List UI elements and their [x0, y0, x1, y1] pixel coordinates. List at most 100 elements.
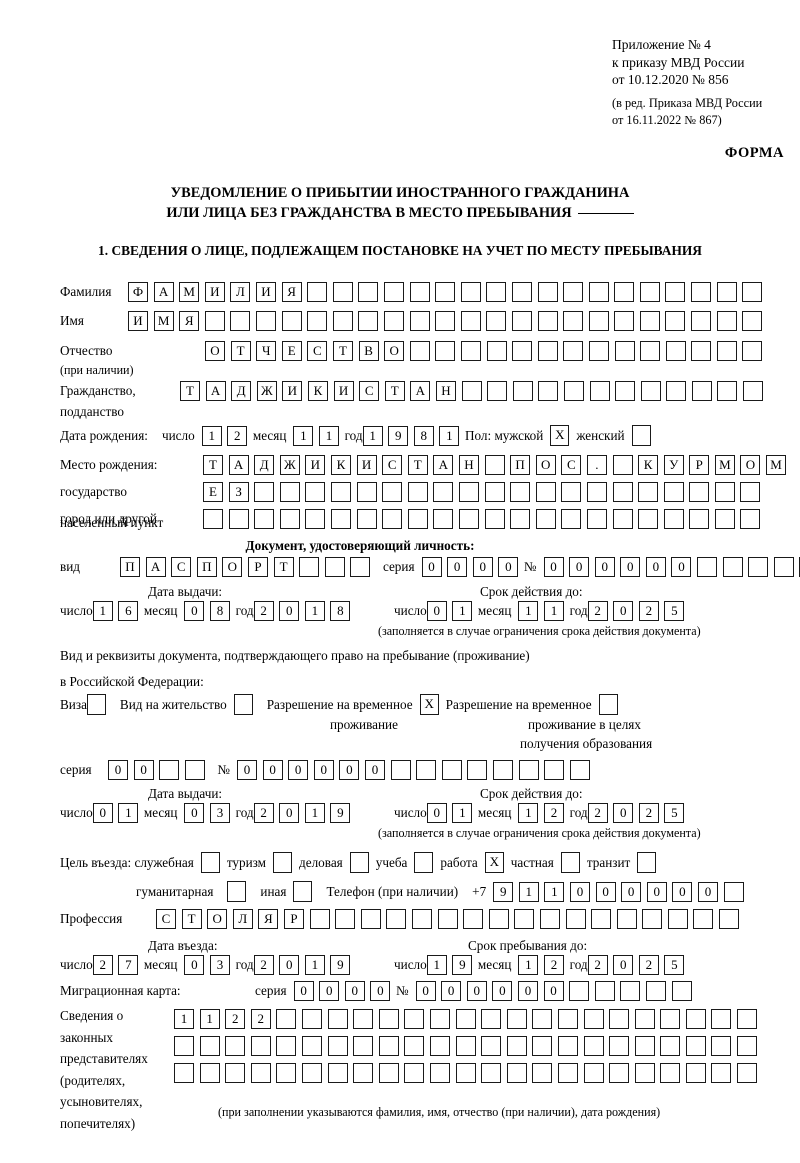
- char-cell[interactable]: [174, 1063, 194, 1083]
- char-cell[interactable]: С: [382, 455, 403, 475]
- purpose-tourism-checkbox[interactable]: [273, 852, 293, 873]
- char-cell[interactable]: Т: [181, 909, 202, 929]
- char-cell[interactable]: Т: [230, 341, 251, 361]
- char-cell[interactable]: 1: [199, 1009, 220, 1029]
- char-cell[interactable]: П: [196, 557, 217, 577]
- char-cell[interactable]: 0: [646, 881, 667, 902]
- char-cell[interactable]: [174, 1036, 194, 1056]
- char-cell[interactable]: 0: [569, 881, 590, 902]
- char-cell[interactable]: [199, 1063, 220, 1083]
- char-cell[interactable]: Я: [179, 311, 200, 331]
- char-cell[interactable]: И: [305, 455, 326, 475]
- char-cell[interactable]: [330, 482, 351, 502]
- char-cell[interactable]: 1: [518, 803, 539, 823]
- char-cell[interactable]: [557, 1063, 578, 1083]
- char-cell[interactable]: [481, 1036, 502, 1056]
- char-cell[interactable]: [588, 282, 609, 302]
- char-cell[interactable]: [737, 1009, 758, 1029]
- char-cell[interactable]: 2: [225, 1009, 246, 1029]
- char-cell[interactable]: [660, 1036, 681, 1056]
- char-cell[interactable]: [737, 1036, 758, 1056]
- char-cell[interactable]: [510, 509, 531, 529]
- char-cell[interactable]: [225, 1063, 246, 1083]
- char-cell[interactable]: [327, 1009, 348, 1029]
- char-cell[interactable]: [748, 557, 769, 577]
- char-cell[interactable]: 1: [518, 881, 539, 902]
- char-cell[interactable]: [458, 509, 479, 529]
- char-cell[interactable]: 0: [595, 881, 616, 902]
- char-cell[interactable]: [663, 509, 684, 529]
- char-cell[interactable]: 0: [621, 881, 642, 902]
- char-cell[interactable]: [327, 1036, 348, 1056]
- char-cell[interactable]: [569, 981, 590, 1001]
- char-cell[interactable]: [685, 1063, 706, 1083]
- char-cell[interactable]: 1: [174, 1009, 194, 1029]
- char-cell[interactable]: [307, 311, 328, 331]
- char-cell[interactable]: [583, 1036, 604, 1056]
- char-cell[interactable]: [411, 909, 432, 929]
- char-cell[interactable]: [305, 482, 326, 502]
- char-cell[interactable]: [588, 341, 609, 361]
- char-cell[interactable]: 1: [118, 803, 139, 823]
- char-cell[interactable]: [591, 909, 612, 929]
- char-cell[interactable]: [484, 482, 505, 502]
- char-cell[interactable]: 2: [587, 955, 608, 975]
- char-cell[interactable]: Я: [258, 909, 279, 929]
- char-cell[interactable]: Д: [231, 381, 252, 401]
- char-cell[interactable]: Н: [435, 381, 456, 401]
- char-cell[interactable]: П: [120, 557, 140, 577]
- char-cell[interactable]: 0: [613, 803, 634, 823]
- char-cell[interactable]: 0: [447, 557, 468, 577]
- char-cell[interactable]: [230, 311, 251, 331]
- char-cell[interactable]: 8: [413, 425, 434, 446]
- char-cell[interactable]: [510, 482, 531, 502]
- char-cell[interactable]: [685, 1036, 706, 1056]
- char-cell[interactable]: М: [766, 455, 787, 475]
- char-cell[interactable]: [689, 482, 710, 502]
- char-cell[interactable]: [711, 1036, 732, 1056]
- char-cell[interactable]: [335, 909, 356, 929]
- char-cell[interactable]: [691, 311, 712, 331]
- char-cell[interactable]: [353, 1009, 374, 1029]
- char-cell[interactable]: [255, 311, 276, 331]
- char-cell[interactable]: [711, 1009, 732, 1029]
- char-cell[interactable]: [358, 311, 379, 331]
- char-cell[interactable]: 0: [184, 803, 205, 823]
- char-cell[interactable]: 0: [543, 557, 564, 577]
- char-cell[interactable]: 5: [664, 955, 685, 975]
- char-cell[interactable]: [614, 341, 635, 361]
- char-cell[interactable]: [514, 909, 535, 929]
- char-cell[interactable]: [250, 1063, 271, 1083]
- char-cell[interactable]: [609, 1009, 630, 1029]
- char-cell[interactable]: [561, 482, 582, 502]
- char-cell[interactable]: [691, 341, 712, 361]
- char-cell[interactable]: [537, 341, 558, 361]
- char-cell[interactable]: 0: [279, 803, 300, 823]
- char-cell[interactable]: И: [282, 381, 303, 401]
- char-cell[interactable]: [532, 1036, 553, 1056]
- char-cell[interactable]: [717, 381, 738, 401]
- char-cell[interactable]: [742, 311, 763, 331]
- char-cell[interactable]: 0: [472, 557, 493, 577]
- char-cell[interactable]: [332, 282, 353, 302]
- char-cell[interactable]: [714, 482, 735, 502]
- char-cell[interactable]: [467, 760, 488, 780]
- char-cell[interactable]: [429, 1063, 450, 1083]
- char-cell[interactable]: [433, 482, 454, 502]
- char-cell[interactable]: П: [510, 455, 531, 475]
- char-cell[interactable]: [557, 1036, 578, 1056]
- char-cell[interactable]: 1: [452, 803, 473, 823]
